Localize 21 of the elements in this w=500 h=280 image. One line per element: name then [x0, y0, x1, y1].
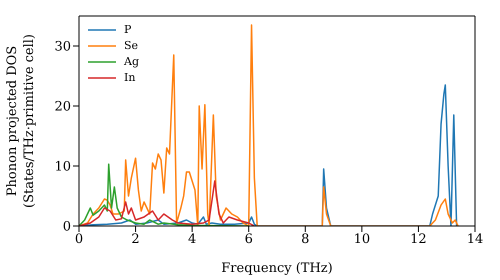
line-series [79, 180, 256, 226]
legend-label: In [124, 70, 136, 86]
line-series [79, 163, 250, 226]
legend-label: Ag [124, 54, 139, 70]
x-tick-label: 14 [466, 232, 484, 248]
y-tick-label: 10 [54, 160, 71, 175]
legend-label: P [124, 22, 132, 38]
x-axis-title: Frequency (THz) [221, 261, 333, 276]
x-tick-label: 2 [131, 232, 140, 248]
x-tick-label: 4 [188, 232, 196, 248]
x-tick-label: 6 [244, 232, 253, 248]
y-tick-label: 0 [62, 220, 71, 235]
line-series [79, 24, 459, 226]
x-tick-label: 0 [74, 232, 84, 248]
y-axis-title: Phonon projected DOS (States/THz·primitive cell) [5, 34, 37, 208]
x-tick-label: 10 [354, 232, 370, 248]
y-tick-label: 30 [54, 40, 71, 55]
y-tick-label: 20 [54, 100, 71, 115]
legend-label: Se [124, 38, 138, 54]
x-tick-label: 12 [410, 232, 427, 248]
x-tick-label: 8 [301, 232, 310, 248]
